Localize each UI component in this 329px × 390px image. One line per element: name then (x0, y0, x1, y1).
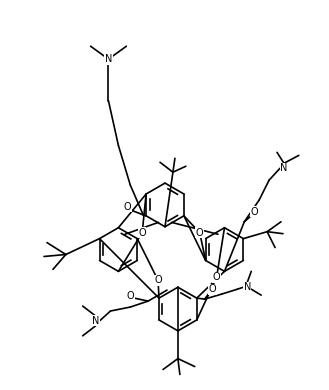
Text: O: O (139, 228, 146, 238)
Text: N: N (92, 316, 99, 326)
Text: N: N (105, 54, 112, 64)
Text: O: O (209, 284, 216, 294)
Text: O: O (154, 275, 162, 285)
Text: O: O (196, 228, 204, 238)
Text: O: O (126, 291, 134, 301)
Text: O: O (213, 272, 220, 282)
Text: O: O (250, 207, 258, 217)
Text: O: O (123, 202, 131, 212)
Text: N: N (243, 282, 251, 292)
Text: N: N (280, 163, 288, 173)
